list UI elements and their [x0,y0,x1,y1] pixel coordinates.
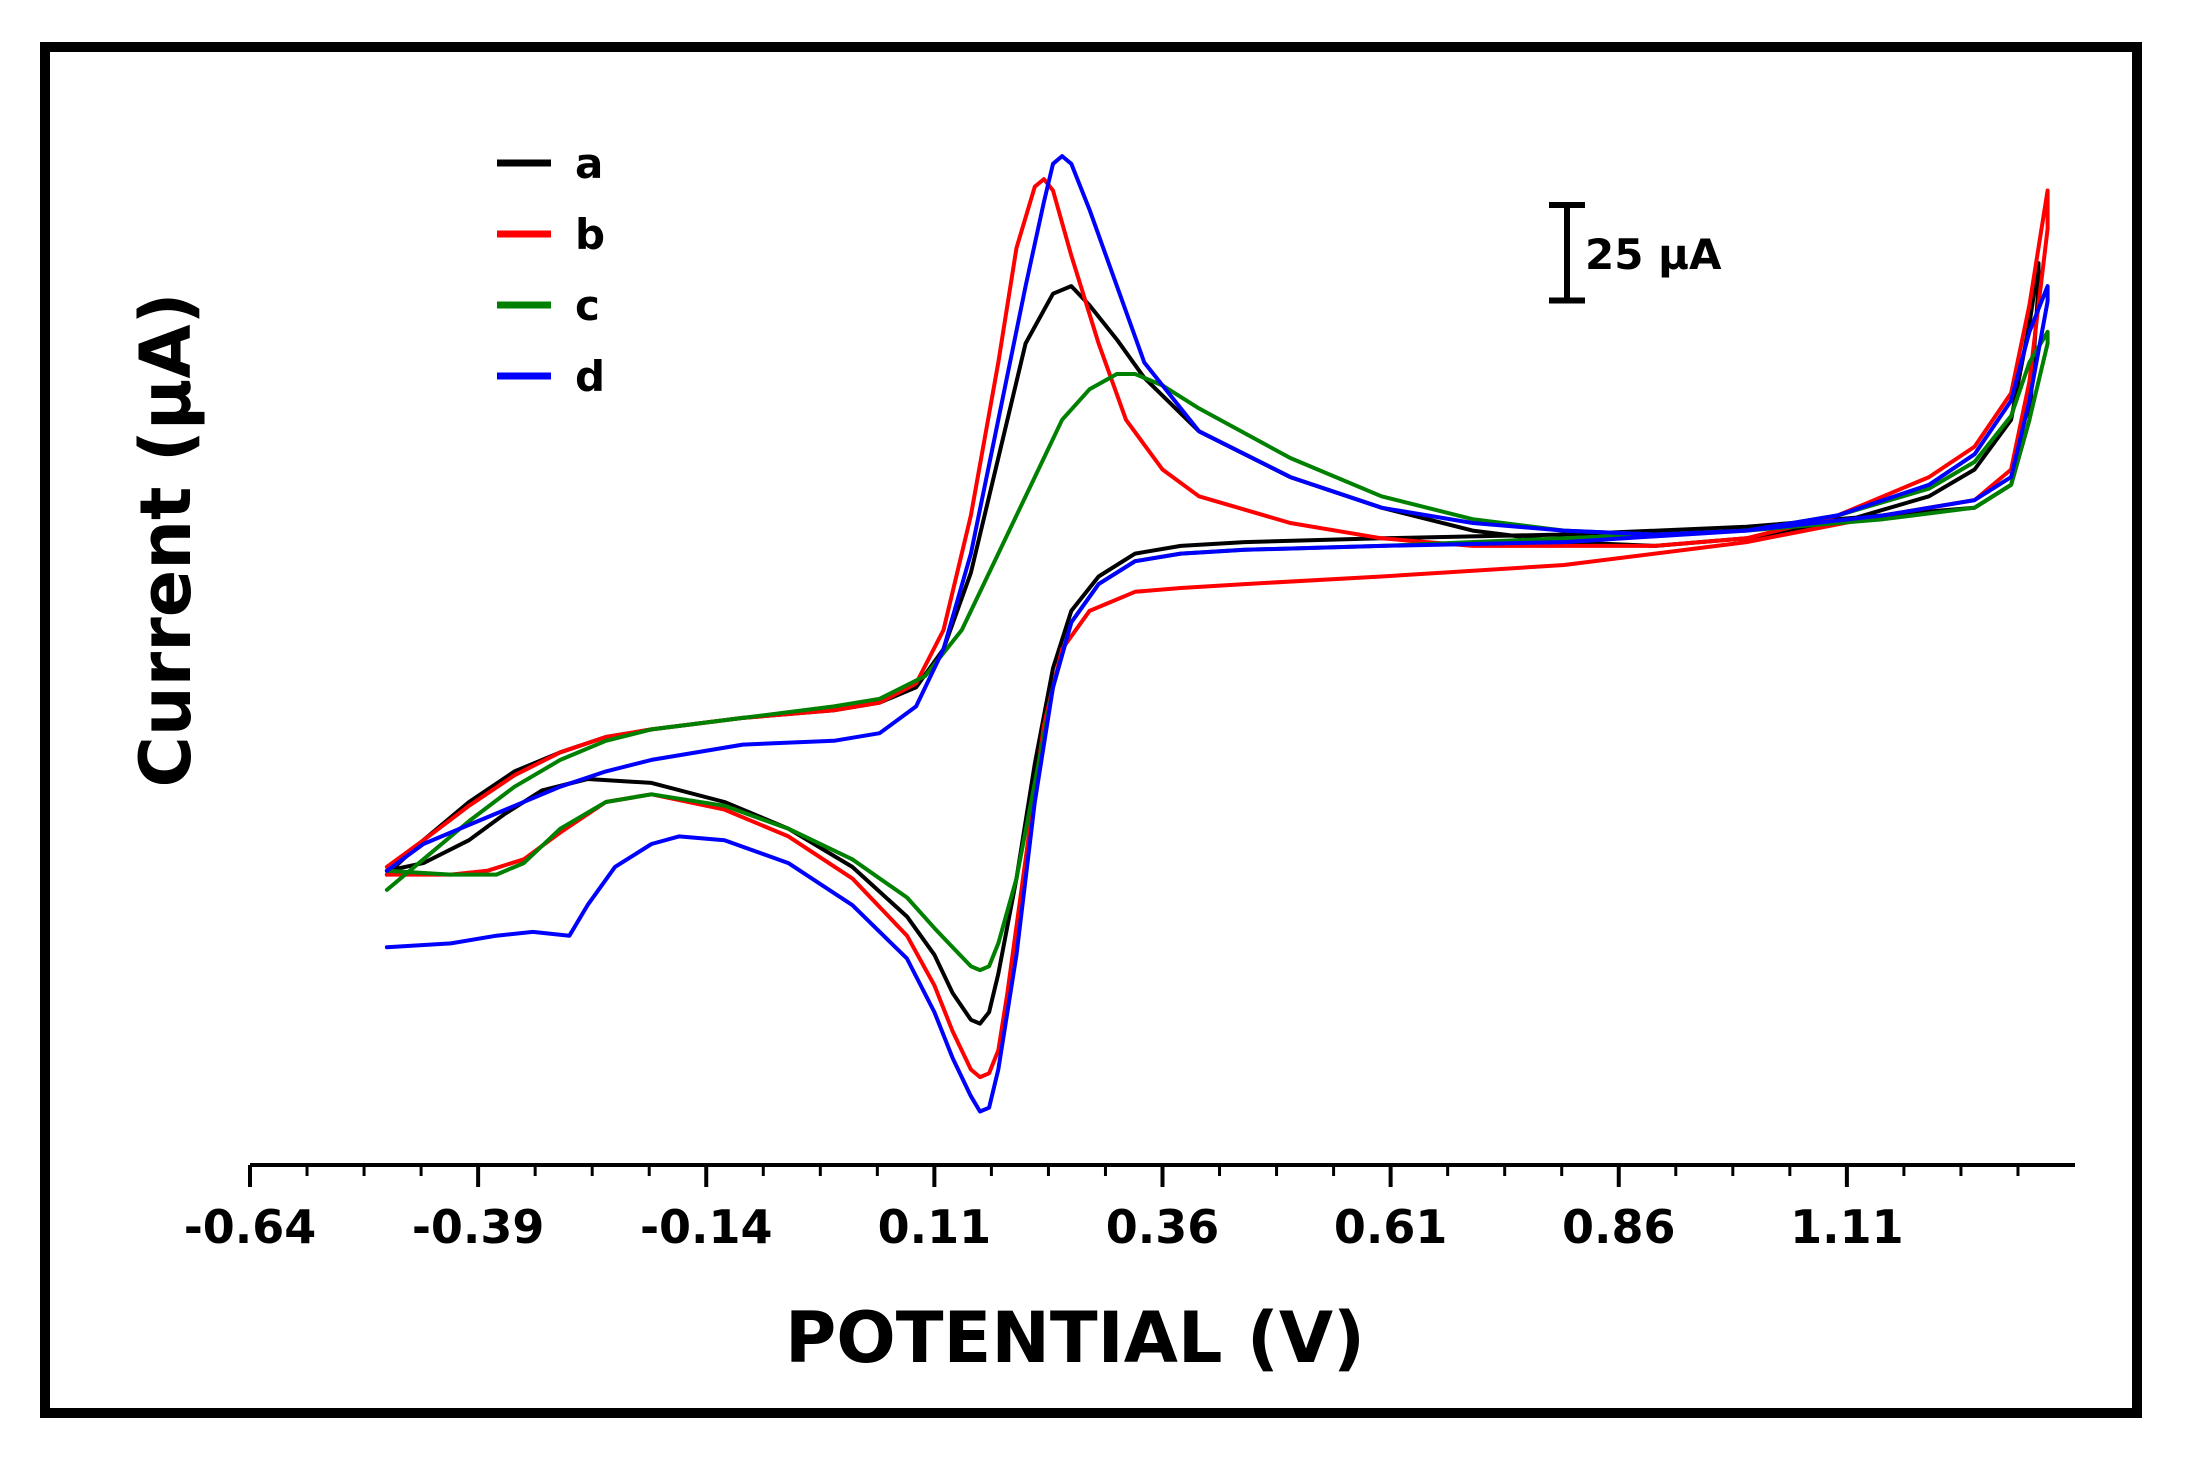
scale-bar: 25 µA [1549,202,1722,304]
x-tick-label: -0.14 [640,1200,773,1254]
legend-label-c: c [575,281,600,330]
legend-label-d: d [575,352,605,401]
series-d-curve [384,154,2050,1114]
legend-label-a: a [575,139,603,188]
x-tick-label: 1.11 [1790,1200,1904,1254]
y-axis-label: Current (µA) [125,292,207,787]
axes-group: -0.64 -0.39 -0.14 0.11 0.36 0.61 0.86 1.11 [184,1163,2075,1254]
x-tick-label: 0.36 [1106,1200,1220,1254]
x-tick-label: -0.64 [184,1200,317,1254]
series-b-curve [384,177,2050,1080]
x-tick-label: 0.86 [1562,1200,1676,1254]
legend-label-b: b [575,210,605,259]
series-group [384,154,2050,1114]
series-c-curve [384,329,2050,973]
figure-frame [40,42,2142,1418]
x-tick-label: -0.39 [412,1200,545,1254]
x-axis-label: POTENTIAL (V) [785,1297,1365,1379]
scale-bar-label: 25 µA [1585,230,1722,279]
x-tick-label: 0.11 [878,1200,992,1254]
x-tick-label: 0.61 [1334,1200,1448,1254]
